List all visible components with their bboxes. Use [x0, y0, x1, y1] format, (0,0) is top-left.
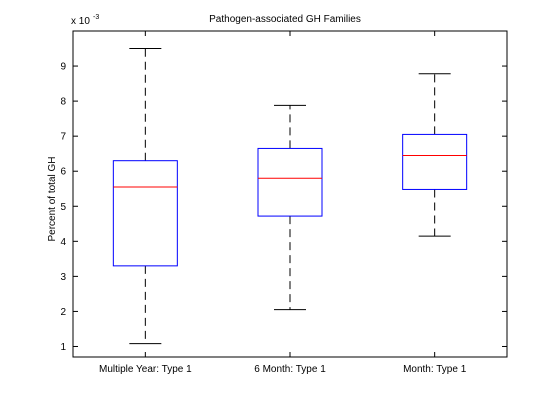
- y-tick-label: 5: [60, 202, 66, 213]
- y-tick-label: 3: [60, 272, 66, 283]
- chart-title: Pathogen-associated GH Families: [209, 14, 361, 25]
- x-tick-label: Multiple Year: Type 1: [99, 364, 192, 375]
- iqr-box: [402, 133, 468, 190]
- y-axis-label: Percent of total GH: [47, 156, 58, 241]
- y-tick-label: 6: [60, 167, 66, 178]
- y-multiplier-base: x 10: [71, 16, 90, 27]
- x-axis-ticks: Multiple Year: Type 1 6 Month: Type 1 Mont…: [99, 31, 467, 375]
- box-group: [112, 48, 178, 345]
- iqr-box: [112, 160, 178, 267]
- x-tick-label: 6 Month: Type 1: [254, 364, 326, 375]
- boxplot-marks: [112, 48, 468, 345]
- y-axis-ticks: 1 2 3 4 5 6 7 8 9: [60, 62, 507, 353]
- y-tick-label: 7: [60, 132, 66, 143]
- y-tick-label: 1: [60, 342, 66, 353]
- box-group: [402, 73, 468, 237]
- y-tick-label: 9: [60, 62, 66, 73]
- y-tick-label: 2: [60, 307, 66, 318]
- iqr-box: [257, 147, 323, 217]
- y-tick-label: 4: [60, 237, 66, 248]
- y-tick-label: 8: [60, 97, 66, 108]
- x-tick-label: Month: Type 1: [403, 364, 467, 375]
- y-axis-multiplier: x 10 -3: [71, 14, 99, 27]
- box-group: [257, 104, 323, 311]
- y-multiplier-exponent: -3: [93, 14, 99, 21]
